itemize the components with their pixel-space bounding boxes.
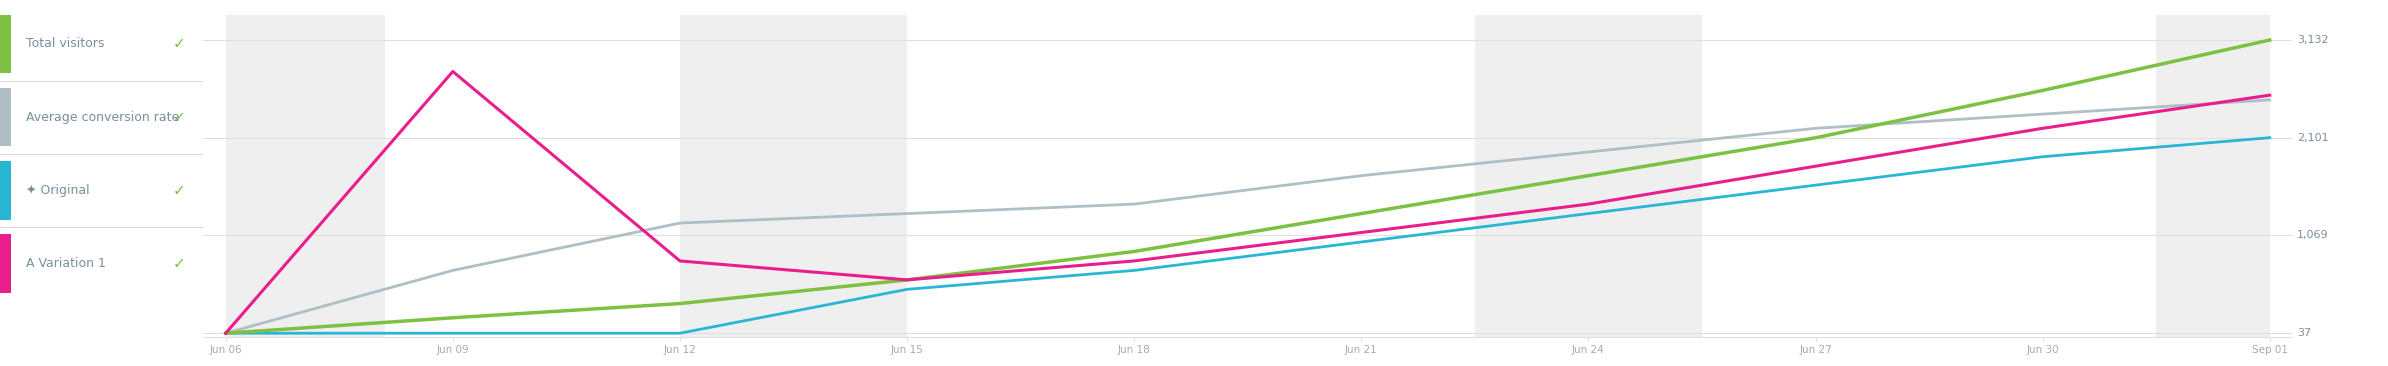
Text: ✓: ✓ xyxy=(172,37,184,51)
Text: ✓: ✓ xyxy=(172,110,184,124)
FancyBboxPatch shape xyxy=(0,234,12,293)
Text: 1,069: 1,069 xyxy=(2297,231,2328,240)
FancyBboxPatch shape xyxy=(0,15,12,73)
Bar xyxy=(227,15,384,337)
Text: A Variation 1: A Variation 1 xyxy=(26,257,105,270)
FancyBboxPatch shape xyxy=(0,161,12,220)
Text: 37: 37 xyxy=(2297,328,2312,338)
Text: ✓: ✓ xyxy=(172,256,184,271)
FancyBboxPatch shape xyxy=(0,88,12,146)
Text: 2,101: 2,101 xyxy=(2297,133,2328,143)
Bar xyxy=(681,15,907,337)
Text: 3,132: 3,132 xyxy=(2297,35,2328,45)
Text: ✓: ✓ xyxy=(172,183,184,198)
Text: ✦ Original: ✦ Original xyxy=(26,184,91,197)
Bar xyxy=(2156,15,2269,337)
Text: Total visitors: Total visitors xyxy=(26,37,105,51)
Bar xyxy=(1476,15,1703,337)
Text: Average conversion rate: Average conversion rate xyxy=(26,111,179,124)
